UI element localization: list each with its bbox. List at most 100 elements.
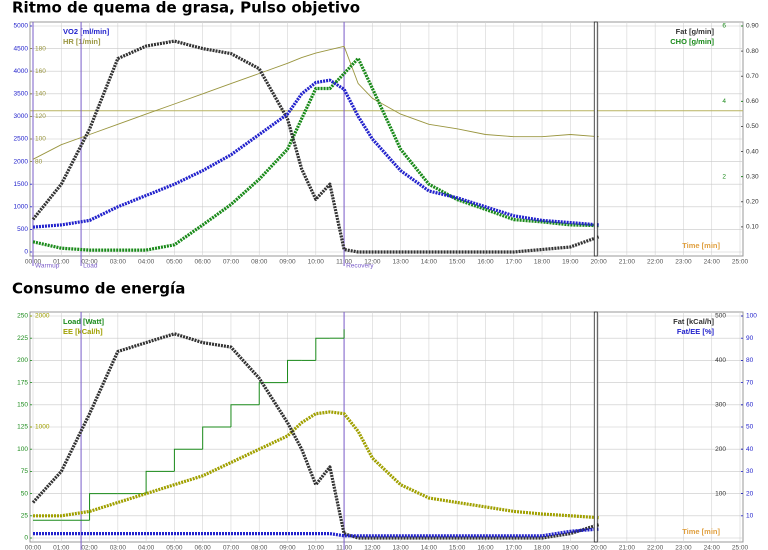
y-tick-label: 140 bbox=[35, 91, 46, 98]
axis-title: EE [kCal/h] bbox=[63, 327, 103, 336]
data-line bbox=[31, 332, 600, 540]
x-tick-label: 09:00 bbox=[279, 259, 296, 266]
x-tick-label: 07:00 bbox=[223, 259, 240, 266]
y-tick-label: 3000 bbox=[14, 113, 29, 120]
y-tick-label: 160 bbox=[35, 68, 46, 75]
y-tick-label: 50 bbox=[746, 424, 754, 431]
y-tick-label: 400 bbox=[715, 357, 726, 364]
y-tick-label: 2000 bbox=[14, 158, 29, 165]
x-tick-label: 25:00 bbox=[732, 545, 749, 550]
x-tick-label: 08:00 bbox=[251, 259, 268, 266]
y-tick-label: 1000 bbox=[14, 204, 29, 211]
x-tick-label: 05:00 bbox=[166, 259, 183, 266]
x-tick-label: 01:00 bbox=[53, 259, 70, 266]
x-tick-label: 03:00 bbox=[110, 259, 127, 266]
y-tick-label: 100 bbox=[715, 490, 726, 497]
axis-title: HR [1/min] bbox=[63, 37, 101, 46]
x-tick-label: 20:00 bbox=[590, 259, 607, 266]
x-tick-label: 10:00 bbox=[308, 259, 325, 266]
y-tick-label: 4 bbox=[722, 98, 726, 105]
y-tick-label: 0.60 bbox=[746, 98, 759, 105]
chart-title: Consumo de energía bbox=[12, 280, 185, 298]
y-tick-label: 30 bbox=[746, 468, 754, 475]
chart-title: Ritmo de quema de grasa, Pulso objetivo bbox=[12, 0, 360, 17]
y-tick-label: 2500 bbox=[14, 136, 29, 143]
x-tick-label: 01:00 bbox=[53, 545, 70, 550]
y-tick-label: 4000 bbox=[14, 68, 29, 75]
y-tick-label: 90 bbox=[746, 335, 754, 342]
phase-label: Recovery bbox=[346, 263, 374, 270]
y-tick-label: 0.70 bbox=[746, 73, 759, 80]
load-step bbox=[202, 426, 231, 450]
phase-label: Warmup bbox=[35, 263, 60, 270]
y-tick-label: 0.50 bbox=[746, 123, 759, 130]
load-step bbox=[315, 337, 330, 361]
x-tick-label: 23:00 bbox=[675, 259, 692, 266]
axis-title: Fat [kCal/h] bbox=[673, 317, 714, 326]
x-tick-label: 04:00 bbox=[138, 545, 155, 550]
y-tick-label: 0.30 bbox=[746, 173, 759, 180]
x-tick-label: 06:00 bbox=[195, 259, 212, 266]
y-tick-label: 500 bbox=[17, 226, 28, 233]
x-tick-label: 21:00 bbox=[619, 259, 636, 266]
x-tick-label: 08:00 bbox=[251, 545, 268, 550]
x-tick-label: 25:00 bbox=[732, 259, 749, 266]
x-tick-label: 22:00 bbox=[647, 545, 664, 550]
y-tick-label: 80 bbox=[35, 158, 43, 165]
y-tick-label: 40 bbox=[746, 446, 754, 453]
y-tick-label: 150 bbox=[17, 402, 28, 409]
x-tick-label: 23:00 bbox=[675, 545, 692, 550]
x-tick-label: 09:00 bbox=[279, 545, 296, 550]
x-tick-label: 19:00 bbox=[562, 259, 579, 266]
x-tick-label: 13:00 bbox=[392, 259, 409, 266]
y-tick-label: 175 bbox=[17, 379, 28, 386]
y-tick-label: 180 bbox=[35, 45, 46, 52]
data-line bbox=[32, 56, 599, 252]
load-step bbox=[230, 404, 260, 427]
y-tick-label: 300 bbox=[715, 402, 726, 409]
y-tick-label: 5000 bbox=[14, 23, 29, 30]
data-line bbox=[31, 39, 600, 254]
y-tick-label: 125 bbox=[17, 424, 28, 431]
x-tick-label: 15:00 bbox=[449, 545, 466, 550]
phase-label: Load bbox=[83, 263, 98, 270]
cursor bbox=[593, 311, 598, 543]
x-tick-label: 06:00 bbox=[195, 545, 212, 550]
x-tick-label: 13:00 bbox=[392, 545, 409, 550]
axis-title: Fat [g/min] bbox=[676, 27, 715, 36]
y-tick-label: 50 bbox=[21, 490, 29, 497]
data-line bbox=[33, 410, 599, 520]
y-tick-label: 0.80 bbox=[746, 48, 759, 55]
y-tick-label: 0 bbox=[24, 249, 28, 256]
x-tick-label: 00:00 bbox=[25, 545, 42, 550]
x-axis-title: Time [min] bbox=[682, 527, 720, 536]
load-step bbox=[258, 382, 288, 405]
y-tick-label: 4500 bbox=[14, 45, 29, 52]
y-tick-label: 500 bbox=[715, 313, 726, 320]
y-tick-label: 70 bbox=[746, 379, 754, 386]
y-tick-label: 0.90 bbox=[746, 23, 759, 30]
data-line bbox=[32, 45, 599, 160]
axis-title: Load [Watt] bbox=[63, 317, 104, 326]
x-tick-label: 02:00 bbox=[81, 545, 98, 550]
axis-title: CHO [g/min] bbox=[670, 37, 714, 46]
load-step bbox=[173, 448, 203, 472]
x-tick-label: 19:00 bbox=[562, 545, 579, 550]
x-tick-label: 12:00 bbox=[364, 259, 381, 266]
y-tick-label: 100 bbox=[746, 313, 757, 320]
y-tick-label: 6 bbox=[722, 23, 726, 30]
x-tick-label: 04:00 bbox=[138, 259, 155, 266]
cursor bbox=[593, 21, 598, 257]
y-tick-label: 200 bbox=[17, 357, 28, 364]
x-tick-label: 17:00 bbox=[506, 259, 523, 266]
y-tick-label: 100 bbox=[35, 136, 46, 143]
y-tick-label: 225 bbox=[17, 335, 28, 342]
y-tick-label: 200 bbox=[715, 446, 726, 453]
y-tick-label: 120 bbox=[35, 113, 46, 120]
load-step bbox=[89, 493, 118, 521]
y-tick-label: 75 bbox=[21, 468, 29, 475]
y-tick-label: 0 bbox=[24, 535, 28, 542]
x-tick-label: 22:00 bbox=[647, 259, 664, 266]
y-tick-label: 60 bbox=[746, 402, 754, 409]
